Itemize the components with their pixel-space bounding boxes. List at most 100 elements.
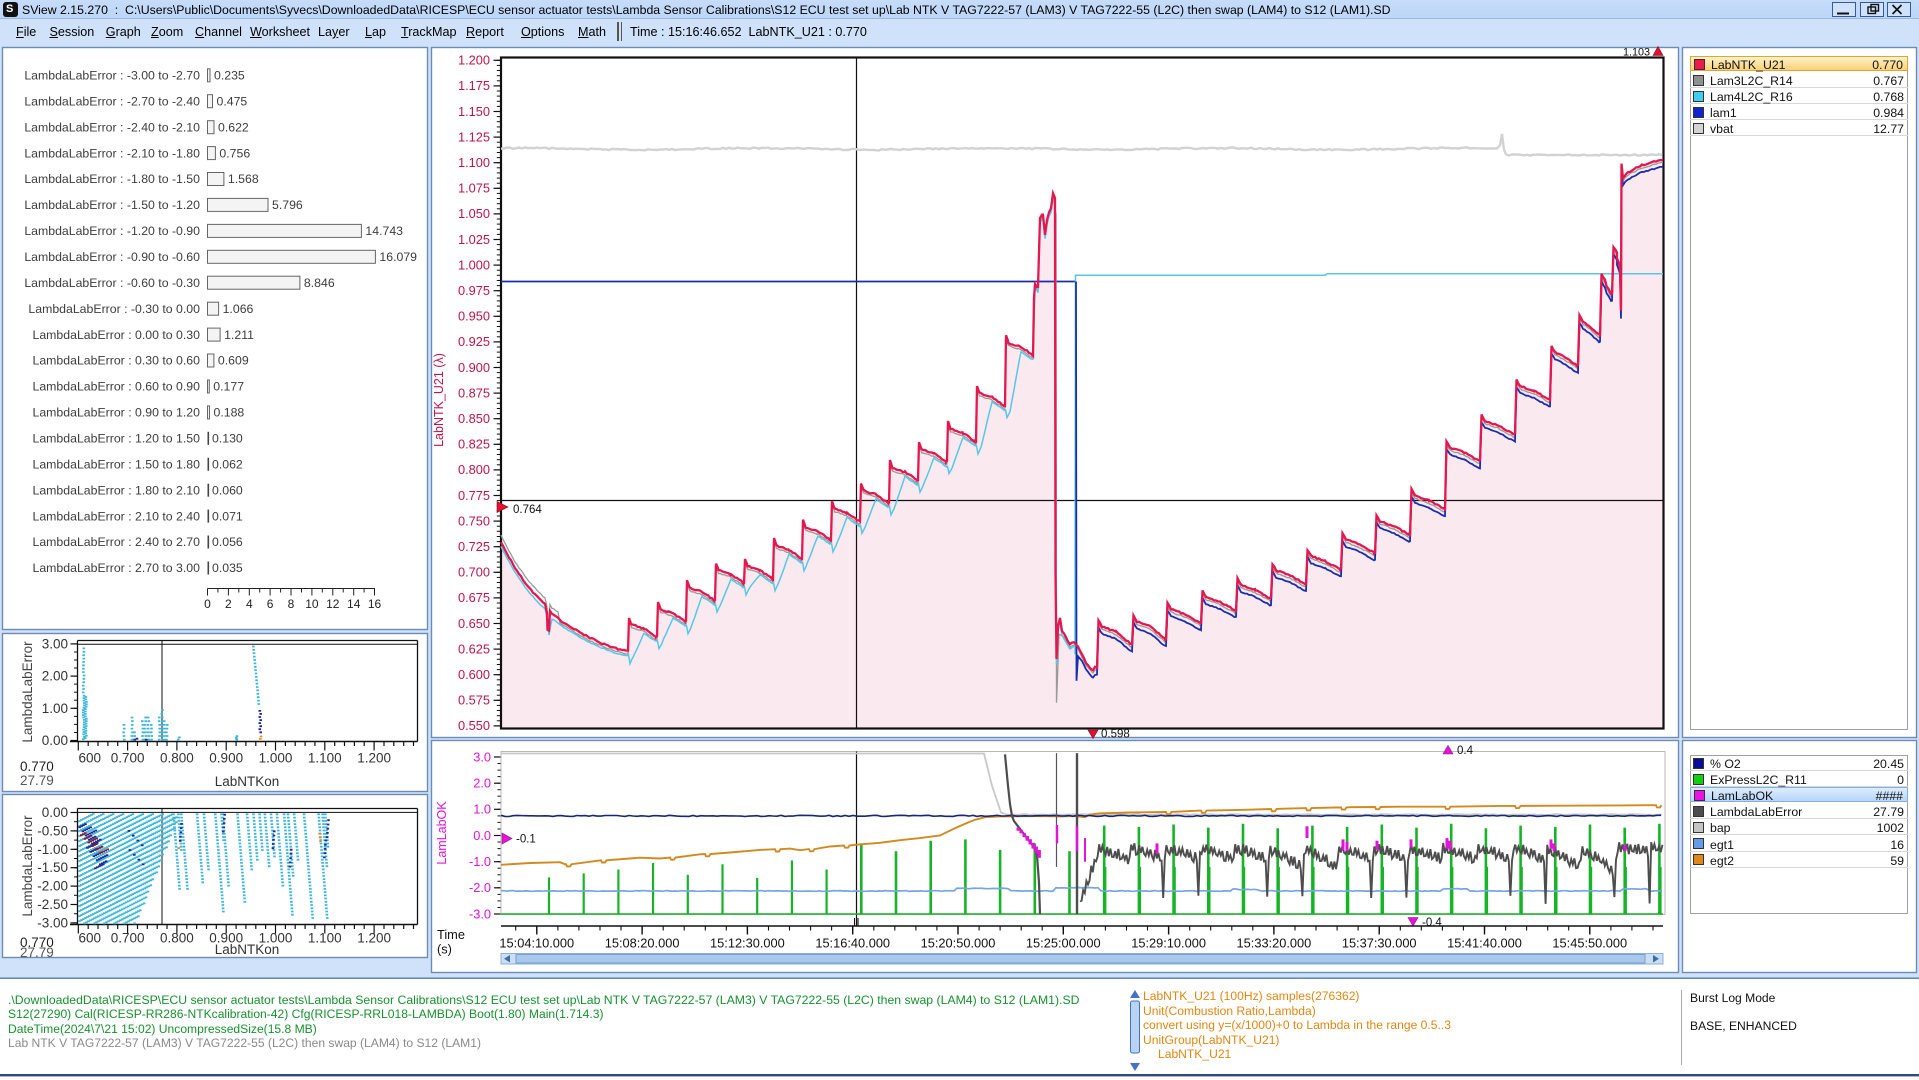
svg-text:0.725: 0.725 [458, 539, 490, 554]
svg-text:Time: Time [437, 927, 465, 942]
svg-text:1.211: 1.211 [224, 328, 254, 342]
svg-text:5.796: 5.796 [272, 198, 303, 212]
svg-text:600: 600 [79, 931, 102, 946]
svg-text:2: 2 [225, 597, 232, 611]
svg-text:0.00: 0.00 [42, 733, 68, 748]
svg-text:-2.00: -2.00 [37, 879, 68, 894]
svg-text:15:08:20.000: 15:08:20.000 [605, 936, 680, 951]
svg-text:0.650: 0.650 [458, 616, 490, 631]
svg-text:-1.00: -1.00 [37, 842, 68, 857]
svg-text:8.846: 8.846 [304, 276, 335, 290]
svg-text:1.000: 1.000 [259, 751, 293, 766]
svg-text:0.062: 0.062 [212, 457, 243, 471]
svg-text:0.625: 0.625 [458, 641, 490, 656]
svg-text:0.850: 0.850 [458, 411, 490, 426]
svg-text:0.575: 0.575 [458, 693, 490, 708]
svg-text:0.770: 0.770 [20, 759, 54, 774]
svg-text:LambdaLabError : 2.40 to 2.70: LambdaLabError : 2.40 to 2.70 [33, 535, 201, 549]
svg-text:15:41:40.000: 15:41:40.000 [1447, 936, 1522, 951]
svg-text:0.800: 0.800 [160, 751, 194, 766]
svg-text:LambdaLabError : -1.20 to -0.9: LambdaLabError : -1.20 to -0.90 [24, 224, 200, 238]
svg-text:1.0: 1.0 [473, 802, 491, 817]
svg-text:LambdaLabError: LambdaLabError [20, 641, 35, 743]
svg-text:27.79: 27.79 [20, 945, 54, 960]
svg-text:-2.50: -2.50 [37, 897, 68, 912]
svg-text:15:12:30.000: 15:12:30.000 [710, 936, 785, 951]
svg-text:LamLabOK: LamLabOK [435, 801, 449, 865]
svg-text:LabNTKon: LabNTKon [215, 942, 280, 957]
svg-text:3.0: 3.0 [473, 749, 491, 764]
svg-text:0.550: 0.550 [458, 718, 490, 733]
svg-text:0.609: 0.609 [218, 354, 249, 368]
svg-text:8: 8 [288, 597, 295, 611]
svg-text:12: 12 [326, 597, 340, 611]
svg-text:14: 14 [347, 597, 361, 611]
svg-text:1.066: 1.066 [223, 302, 254, 316]
svg-text:LambdaLabError : -2.40 to -2.1: LambdaLabError : -2.40 to -2.10 [24, 120, 200, 134]
svg-text:15:04:10.000: 15:04:10.000 [499, 936, 574, 951]
svg-text:0.900: 0.900 [209, 751, 243, 766]
svg-text:-0.50: -0.50 [37, 823, 68, 838]
svg-text:1.200: 1.200 [357, 751, 391, 766]
svg-text:0.700: 0.700 [111, 751, 145, 766]
svg-text:4: 4 [246, 597, 253, 611]
svg-text:LambdaLabError: LambdaLabError [20, 815, 35, 917]
svg-text:1.103: 1.103 [1623, 47, 1650, 59]
svg-text:1.200: 1.200 [458, 53, 490, 68]
svg-text:LambdaLabError : 0.90 to 1.20: LambdaLabError : 0.90 to 1.20 [33, 406, 201, 420]
svg-text:0.800: 0.800 [160, 931, 194, 946]
svg-text:0.188: 0.188 [214, 406, 245, 420]
svg-text:3.00: 3.00 [42, 636, 68, 651]
svg-text:1.050: 1.050 [458, 206, 490, 221]
svg-text:0.764: 0.764 [513, 504, 542, 516]
svg-text:0.925: 0.925 [458, 334, 490, 349]
svg-text:1.025: 1.025 [458, 232, 490, 247]
svg-text:600: 600 [79, 751, 102, 766]
svg-text:1.100: 1.100 [308, 751, 342, 766]
svg-text:LambdaLabError : -0.60 to -0.3: LambdaLabError : -0.60 to -0.30 [24, 276, 200, 290]
svg-text:0.4: 0.4 [1457, 745, 1474, 757]
svg-text:-3.00: -3.00 [37, 915, 68, 930]
svg-text:0.235: 0.235 [214, 69, 245, 83]
svg-text:LambdaLabError : -3.00 to -2.7: LambdaLabError : -3.00 to -2.70 [24, 69, 200, 83]
svg-text:LambdaLabError : 1.50 to 1.80: LambdaLabError : 1.50 to 1.80 [33, 457, 201, 471]
svg-text:0.775: 0.775 [458, 488, 490, 503]
svg-text:1.100: 1.100 [458, 155, 490, 170]
svg-text:LambdaLabError : -2.70 to -2.4: LambdaLabError : -2.70 to -2.40 [24, 94, 200, 108]
svg-text:0.475: 0.475 [217, 94, 248, 108]
svg-text:LambdaLabError : 0.00 to 0.30: LambdaLabError : 0.00 to 0.30 [33, 328, 201, 342]
svg-text:0.622: 0.622 [218, 120, 249, 134]
svg-text:0.756: 0.756 [219, 146, 250, 160]
svg-text:-1.50: -1.50 [37, 860, 68, 875]
svg-text:LambdaLabError : -0.30 to 0.00: LambdaLabError : -0.30 to 0.00 [28, 302, 200, 316]
svg-text:0.130: 0.130 [212, 432, 243, 446]
svg-text:LambdaLabError : 0.60 to 0.90: LambdaLabError : 0.60 to 0.90 [33, 380, 201, 394]
svg-text:LambdaLabError : 2.10 to 2.40: LambdaLabError : 2.10 to 2.40 [33, 509, 201, 523]
svg-text:-0.1: -0.1 [516, 834, 536, 846]
svg-text:LabNTK_U21 (λ): LabNTK_U21 (λ) [432, 353, 446, 447]
svg-text:14.743: 14.743 [365, 224, 403, 238]
svg-text:LambdaLabError : -0.90 to -0.6: LambdaLabError : -0.90 to -0.60 [24, 250, 200, 264]
svg-text:0.060: 0.060 [212, 483, 243, 497]
svg-text:0.900: 0.900 [209, 931, 243, 946]
svg-text:1.568: 1.568 [228, 172, 259, 186]
svg-text:1.000: 1.000 [259, 931, 293, 946]
svg-text:0.900: 0.900 [458, 360, 490, 375]
svg-text:1.150: 1.150 [458, 104, 490, 119]
svg-text:0.750: 0.750 [458, 513, 490, 528]
svg-text:0.770: 0.770 [20, 935, 54, 950]
svg-text:1.125: 1.125 [458, 129, 490, 144]
svg-text:-3.0: -3.0 [469, 906, 491, 921]
svg-text:(s): (s) [437, 942, 452, 957]
svg-text:1.175: 1.175 [458, 78, 490, 93]
svg-text:0.598: 0.598 [1101, 729, 1130, 741]
svg-text:0.056: 0.056 [212, 535, 243, 549]
svg-text:1.075: 1.075 [458, 181, 490, 196]
svg-text:-2.0: -2.0 [469, 880, 491, 895]
svg-text:15:16:40.000: 15:16:40.000 [815, 936, 890, 951]
svg-text:1.200: 1.200 [357, 931, 391, 946]
svg-text:-1.0: -1.0 [469, 854, 491, 869]
svg-text:0.700: 0.700 [458, 565, 490, 580]
svg-text:0.875: 0.875 [458, 385, 490, 400]
svg-text:LambdaLabError : 1.20 to 1.50: LambdaLabError : 1.20 to 1.50 [33, 432, 201, 446]
